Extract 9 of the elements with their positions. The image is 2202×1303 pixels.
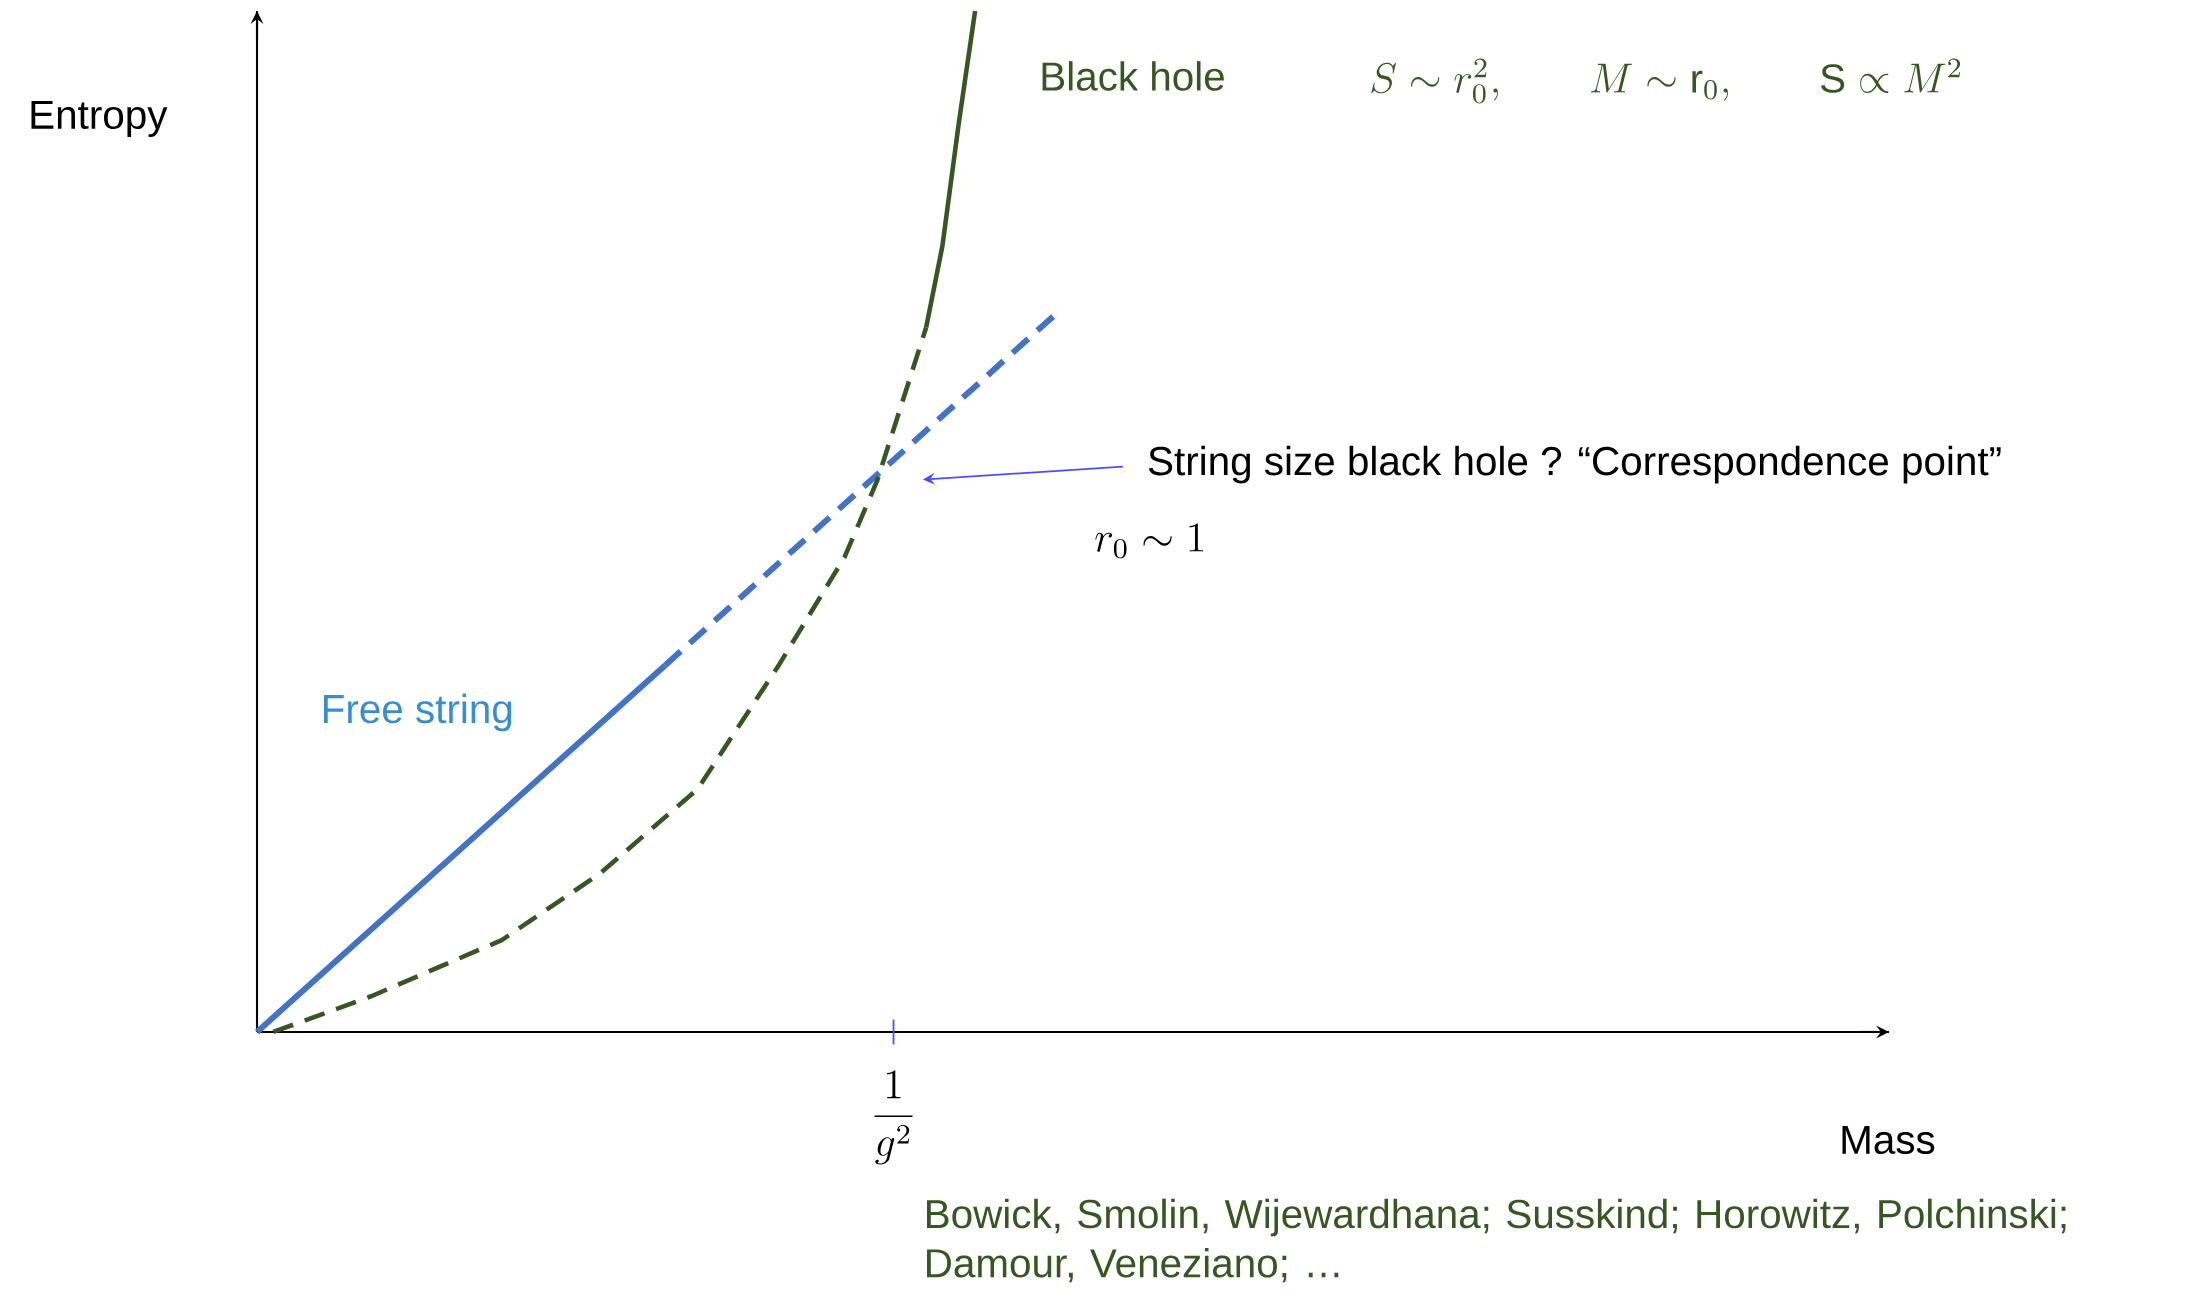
annotation: $r_0 \sim 1$ <box>1095 523 1204 559</box>
y-axis-title: Entropy <box>31 100 168 138</box>
annotation: $S \sim r_0^2,\qquad M \sim \mathrm{r}_0,\qquad \mathrm{S} \propto M^2$ <box>1371 58 1961 104</box>
x-axis-title: Mass <box>1842 1125 1935 1155</box>
annotation: String size black hole ? “Correspondence point” <box>1148 445 2001 484</box>
text: Bowick, Smolin, Wijewardhana; Susskind; Horowitz, Polchinski; Damour, Veneziano; … <box>927 1198 2066 1283</box>
series-label: Free string <box>323 693 512 732</box>
text: $\frac{1}{g^2}$ <box>874 1070 913 1165</box>
series-label: Black hole <box>1042 61 1224 91</box>
